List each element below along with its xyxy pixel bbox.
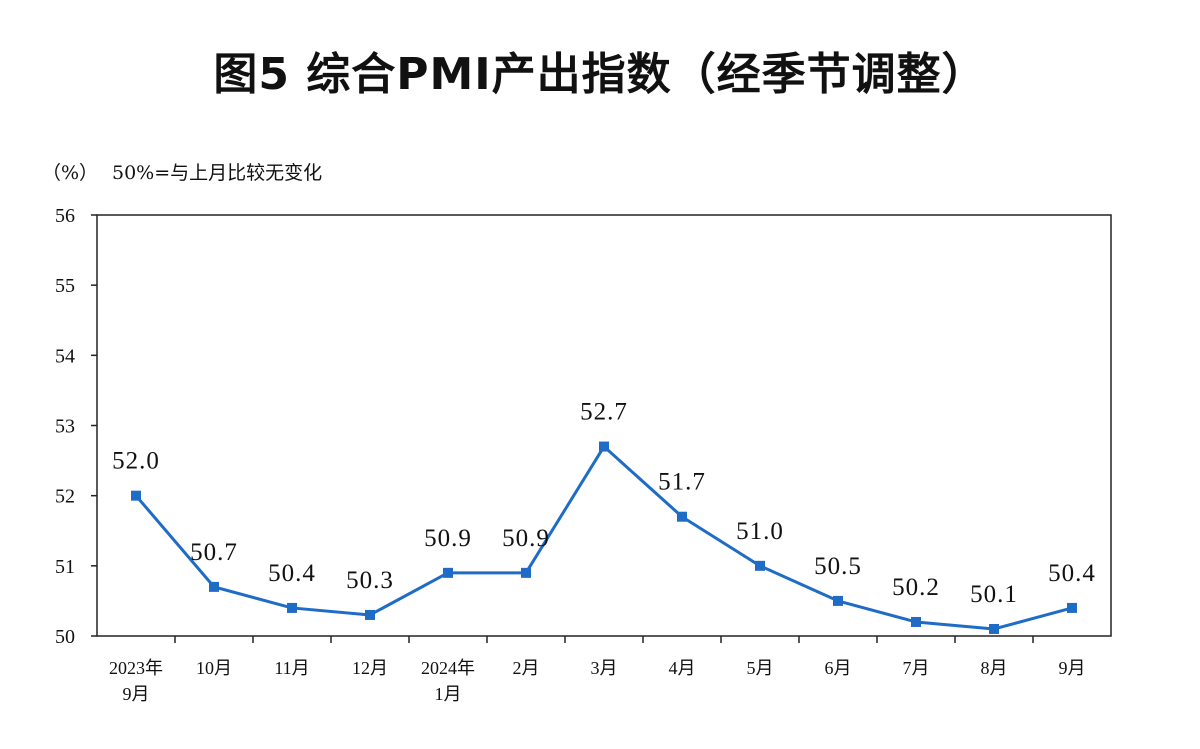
data-point-marker: [443, 567, 453, 578]
data-labels: 52.0 50.7 50.4 50.3 50.9 50.9 52.7 51.7 51.0 50.5…: [112, 399, 1096, 608]
axes: 50 51 52 53 54 55 56 2023年 9月 10月 11月 12月 2024年 1月 2月 3…: [55, 205, 1112, 704]
chart-note: 50%=与上月比较无变化: [112, 162, 323, 184]
data-label: 50.9: [502, 525, 550, 552]
y-tick-label: 53: [55, 416, 75, 438]
data-point-marker: [1067, 602, 1077, 613]
series-line: [134, 445, 1073, 631]
x-tick-label-line: 12月: [352, 658, 388, 678]
data-label: 50.4: [1048, 560, 1096, 587]
series-line-group: [131, 441, 1077, 634]
x-tick-label-line: 8月: [981, 658, 1008, 678]
x-tick-label-line: 11月: [274, 658, 309, 678]
data-label: 50.2: [892, 574, 940, 601]
data-label: 51.0: [736, 518, 784, 545]
data-label: 51.7: [658, 469, 706, 496]
x-tick-label-line: 2023年: [109, 658, 163, 678]
chart-title: 图5 综合PMI产出指数（经季节调整）: [213, 49, 987, 100]
x-tick-label: 5月: [747, 658, 774, 678]
x-tick-label-line: 6月: [825, 658, 852, 678]
x-tick-label: 2024年 1月: [421, 658, 475, 704]
x-tick-label-line: 4月: [669, 658, 696, 678]
x-tick-label-line: 9月: [1059, 658, 1086, 678]
x-tick-label: 10月: [196, 658, 232, 678]
x-tick-label: 9月: [1059, 658, 1086, 678]
data-point-marker: [833, 595, 843, 606]
x-tick-label: 8月: [981, 658, 1008, 678]
y-tick-label: 52: [55, 486, 75, 508]
data-label: 52.7: [580, 399, 628, 426]
y-axis-unit: （%）: [42, 162, 99, 184]
data-label: 50.3: [346, 567, 394, 594]
y-tick-label: 50: [55, 626, 75, 648]
y-tick-label: 55: [55, 275, 75, 297]
x-tick-label-line: 3月: [591, 658, 618, 678]
x-tick-label: 6月: [825, 658, 852, 678]
data-point-marker: [209, 581, 219, 592]
x-tick-label: 3月: [591, 658, 618, 678]
data-point-marker: [599, 441, 609, 452]
data-label: 50.5: [814, 553, 862, 580]
x-tick-label: 11月: [274, 658, 309, 678]
x-tick-label: 12月: [352, 658, 388, 678]
data-point-marker: [287, 602, 297, 613]
x-tick-label-line: 2024年: [421, 658, 475, 678]
y-tick-label: 54: [55, 345, 75, 367]
data-label: 50.4: [268, 560, 316, 587]
data-point-marker: [521, 567, 531, 578]
x-tick-label-line: 5月: [747, 658, 774, 678]
data-label: 50.1: [970, 581, 1018, 608]
data-label: 50.9: [424, 525, 472, 552]
x-tick-label: 2月: [513, 658, 540, 678]
x-tick-label: 4月: [669, 658, 696, 678]
data-point-marker: [131, 490, 141, 501]
data-point-marker: [911, 616, 921, 627]
data-point-marker: [365, 609, 375, 620]
x-tick-label-line: 2月: [513, 658, 540, 678]
data-label: 52.0: [112, 448, 160, 475]
x-tick-label: 2023年 9月: [109, 658, 163, 704]
x-tick-label: 7月: [903, 658, 930, 678]
data-point-marker: [677, 511, 687, 522]
x-tick-label-line: 10月: [196, 658, 232, 678]
y-tick-label: 56: [55, 205, 75, 227]
x-tick-label-line: 9月: [123, 684, 150, 704]
data-label: 50.7: [190, 539, 238, 566]
data-point-marker: [989, 623, 999, 634]
y-tick-label: 51: [55, 556, 75, 578]
data-point-marker: [755, 560, 765, 571]
x-tick-label-line: 1月: [435, 684, 462, 704]
x-tick-label-line: 7月: [903, 658, 930, 678]
